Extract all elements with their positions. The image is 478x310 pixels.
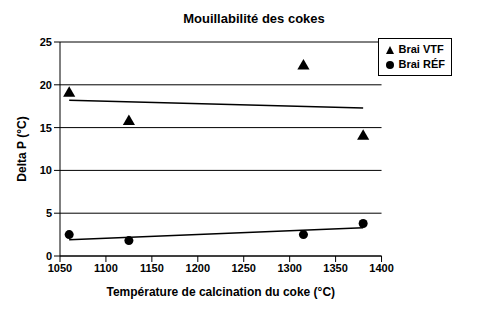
svg-text:Température de calcination du: Température de calcination du coke (°C) (106, 285, 335, 299)
svg-text:1250: 1250 (231, 262, 255, 274)
svg-text:1400: 1400 (369, 262, 393, 274)
svg-text:10: 10 (40, 164, 52, 176)
svg-text:15: 15 (40, 122, 52, 134)
svg-text:0: 0 (46, 250, 52, 262)
svg-text:1350: 1350 (323, 262, 347, 274)
svg-text:20: 20 (40, 79, 52, 91)
svg-text:1100: 1100 (94, 262, 118, 274)
svg-text:1200: 1200 (186, 262, 210, 274)
html-text:Mouillabilité des cokes: Mouillabilité des cokes (183, 11, 325, 26)
svg-text:25: 25 (40, 36, 52, 48)
html-text:Brai VTF: Brai VTF (398, 43, 444, 55)
svg-text:1150: 1150 (140, 262, 164, 274)
svg-text:1050: 1050 (48, 262, 72, 274)
svg-text:5: 5 (46, 207, 52, 219)
svg-text:1300: 1300 (277, 262, 301, 274)
html-text:Brai RÉF: Brai RÉF (398, 58, 445, 70)
svg-text:Delta P (°C): Delta P (°C) (15, 116, 29, 181)
